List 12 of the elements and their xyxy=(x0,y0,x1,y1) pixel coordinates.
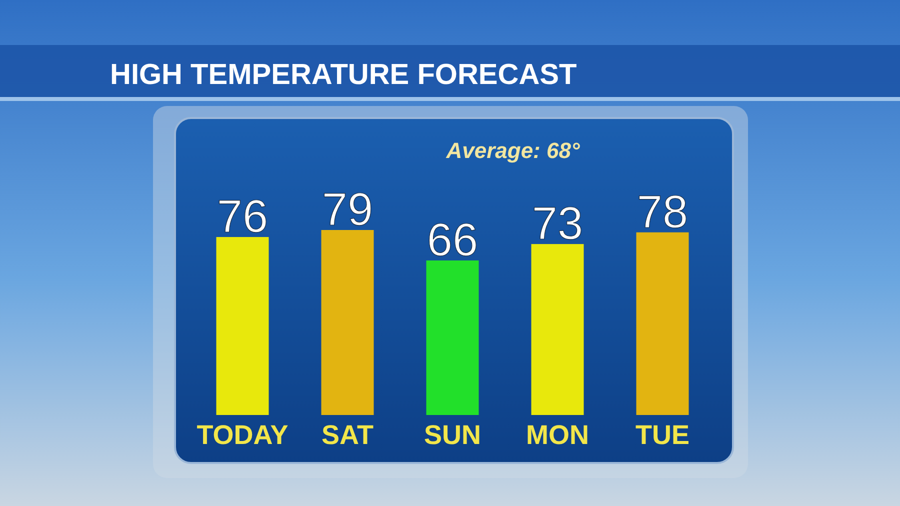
data-label: 76 xyxy=(216,190,268,242)
data-label: 73 xyxy=(532,197,584,250)
text: Average: 68° xyxy=(445,138,580,163)
data-label: 66 xyxy=(426,213,478,266)
x-tick-label: SAT xyxy=(322,420,374,450)
data-label: 79 xyxy=(322,183,374,235)
chart-title: HIGH TEMPERATURE FORECAST xyxy=(110,59,577,91)
x-tick-label: TODAY xyxy=(196,420,288,450)
x-tick-label: TUE xyxy=(636,420,690,450)
x-tick-label: SUN xyxy=(424,420,482,450)
data-label: 78 xyxy=(636,185,688,238)
x-tick-label: MON xyxy=(526,420,589,450)
